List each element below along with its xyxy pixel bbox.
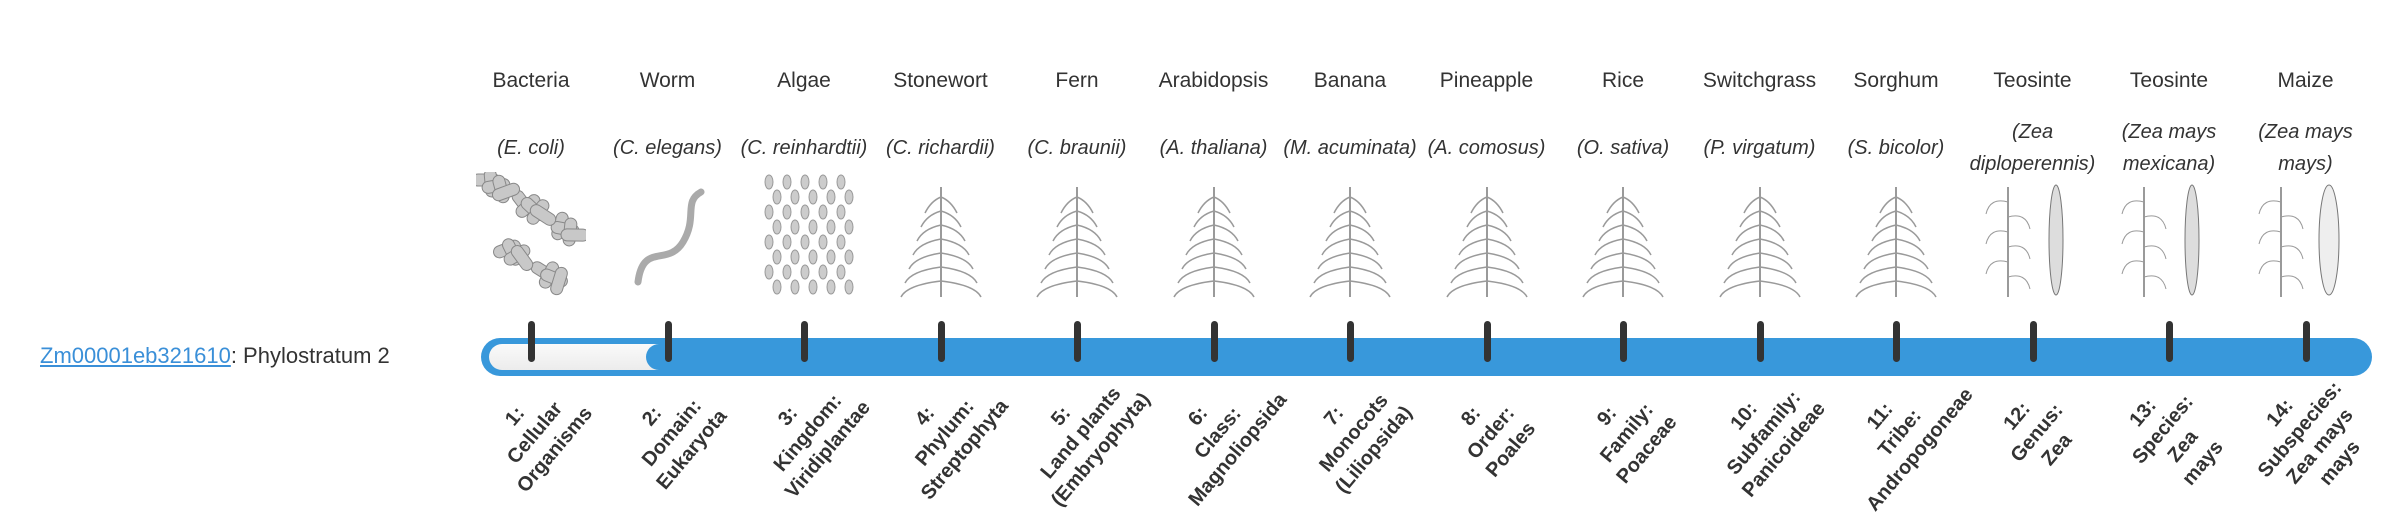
stratum-tick[interactable] <box>1210 321 1218 362</box>
organism-species-name: (Zea diploperennis) <box>1969 121 2096 175</box>
gene-id-link[interactable]: Zm00001eb321610 <box>40 343 231 368</box>
stratum-tick[interactable] <box>664 321 672 362</box>
teosinte-icon <box>1978 172 2088 302</box>
organism-column: Bacteria (E. coli) <box>463 60 599 194</box>
stratum-tick[interactable] <box>1483 321 1491 362</box>
organism-species-name: (C. braunii) <box>1027 137 1127 159</box>
organism-column: Stonewort (C. richardii) <box>873 60 1009 194</box>
stratum-tick[interactable] <box>2029 321 2037 362</box>
fern-icon <box>1022 172 1132 302</box>
stratum-tick[interactable] <box>1620 321 1627 362</box>
gene-label: Zm00001eb321610: Phylostratum 2 <box>40 340 390 372</box>
algae-icon <box>749 172 859 302</box>
stratum-tick[interactable] <box>1756 321 1764 362</box>
stratum-tick[interactable] <box>2166 321 2173 362</box>
organism-common-name: Algae <box>777 69 831 92</box>
stratum-tick[interactable] <box>528 321 535 362</box>
stratum-tick[interactable] <box>1347 321 1354 362</box>
organism-common-name: Maize <box>2277 69 2334 92</box>
pineapple-icon <box>1432 172 1542 302</box>
organism-column: Switchgrass (P. virgatum) <box>1692 60 1828 194</box>
organism-common-name: Pineapple <box>1439 69 1534 92</box>
organism-species-name: (C. elegans) <box>613 137 722 159</box>
organism-common-name: Teosinte <box>1993 69 2072 92</box>
organism-column: Worm (C. elegans) <box>600 60 736 194</box>
stratum-tick[interactable] <box>1074 321 1081 362</box>
stonewort-icon <box>886 172 996 302</box>
stratum-tick[interactable] <box>937 321 945 362</box>
organism-common-name: Stonewort <box>893 69 988 92</box>
organism-column: Rice (O. sativa) <box>1555 60 1691 194</box>
bacteria-icon <box>471 168 590 302</box>
stratum-tick[interactable] <box>801 321 808 362</box>
organism-column: Pineapple (A. comosus) <box>1419 60 1555 194</box>
organism-common-name: Teosinte <box>2129 69 2209 92</box>
organism-common-name: Banana <box>1313 69 1387 92</box>
organism-species-name: (O. sativa) <box>1576 137 1670 159</box>
organism-column: Teosinte (Zea diploperennis) <box>1965 60 2101 194</box>
organism-common-name: Sorghum <box>1853 69 1939 92</box>
organism-common-name: Rice <box>1601 69 1644 92</box>
banana-icon <box>1295 172 1405 302</box>
switchgrass-icon <box>1705 172 1815 302</box>
phylostratum-bar <box>481 338 2372 376</box>
organism-column: Teosinte (Zea mays mexicana) <box>2101 60 2237 194</box>
arabidopsis-icon <box>1159 172 1269 302</box>
organism-species-name: (M. acuminata) <box>1283 137 1417 159</box>
organism-species-name: (Zea mays mays) <box>2258 121 2353 175</box>
bar-fill-indicator <box>489 344 672 370</box>
organism-species-name: (Zea mays mexicana) <box>2121 121 2217 175</box>
organism-column: Algae (C. reinhardtii) <box>736 60 872 194</box>
organism-column: Fern (C. braunii) <box>1009 60 1145 194</box>
organism-species-name: (S. bicolor) <box>1847 137 1945 159</box>
organism-species-name: (A. thaliana) <box>1159 137 1268 159</box>
organism-column: Arabidopsis (A. thaliana) <box>1146 60 1282 194</box>
organism-common-name: Switchgrass <box>1702 69 1817 92</box>
organism-species-name: (P. virgatum) <box>1703 137 1816 159</box>
organism-species-name: (E. coli) <box>497 137 565 159</box>
stratum-tick[interactable] <box>1893 321 1900 362</box>
organism-column: Sorghum (S. bicolor) <box>1828 60 1964 194</box>
organism-column: Maize (Zea mays mays) <box>2238 60 2374 194</box>
stratum-tick[interactable] <box>2302 321 2310 362</box>
phylostratum-text: : Phylostratum 2 <box>230 343 390 368</box>
organism-species-name: (C. richardii) <box>886 137 995 159</box>
maize-icon <box>2251 172 2361 302</box>
organism-common-name: Bacteria <box>492 69 570 92</box>
organism-common-name: Arabidopsis <box>1158 69 1269 92</box>
organism-common-name: Fern <box>1055 69 1099 92</box>
worm-icon <box>613 172 723 302</box>
organism-column: Banana (M. acuminata) <box>1282 60 1418 194</box>
organism-species-name: (C. reinhardtii) <box>740 137 868 159</box>
rice-icon <box>1568 172 1678 302</box>
sorghum-icon <box>1841 172 1951 302</box>
teosinte-icon <box>2114 172 2224 302</box>
organism-species-name: (A. comosus) <box>1427 137 1546 159</box>
organism-common-name: Worm <box>639 69 696 92</box>
